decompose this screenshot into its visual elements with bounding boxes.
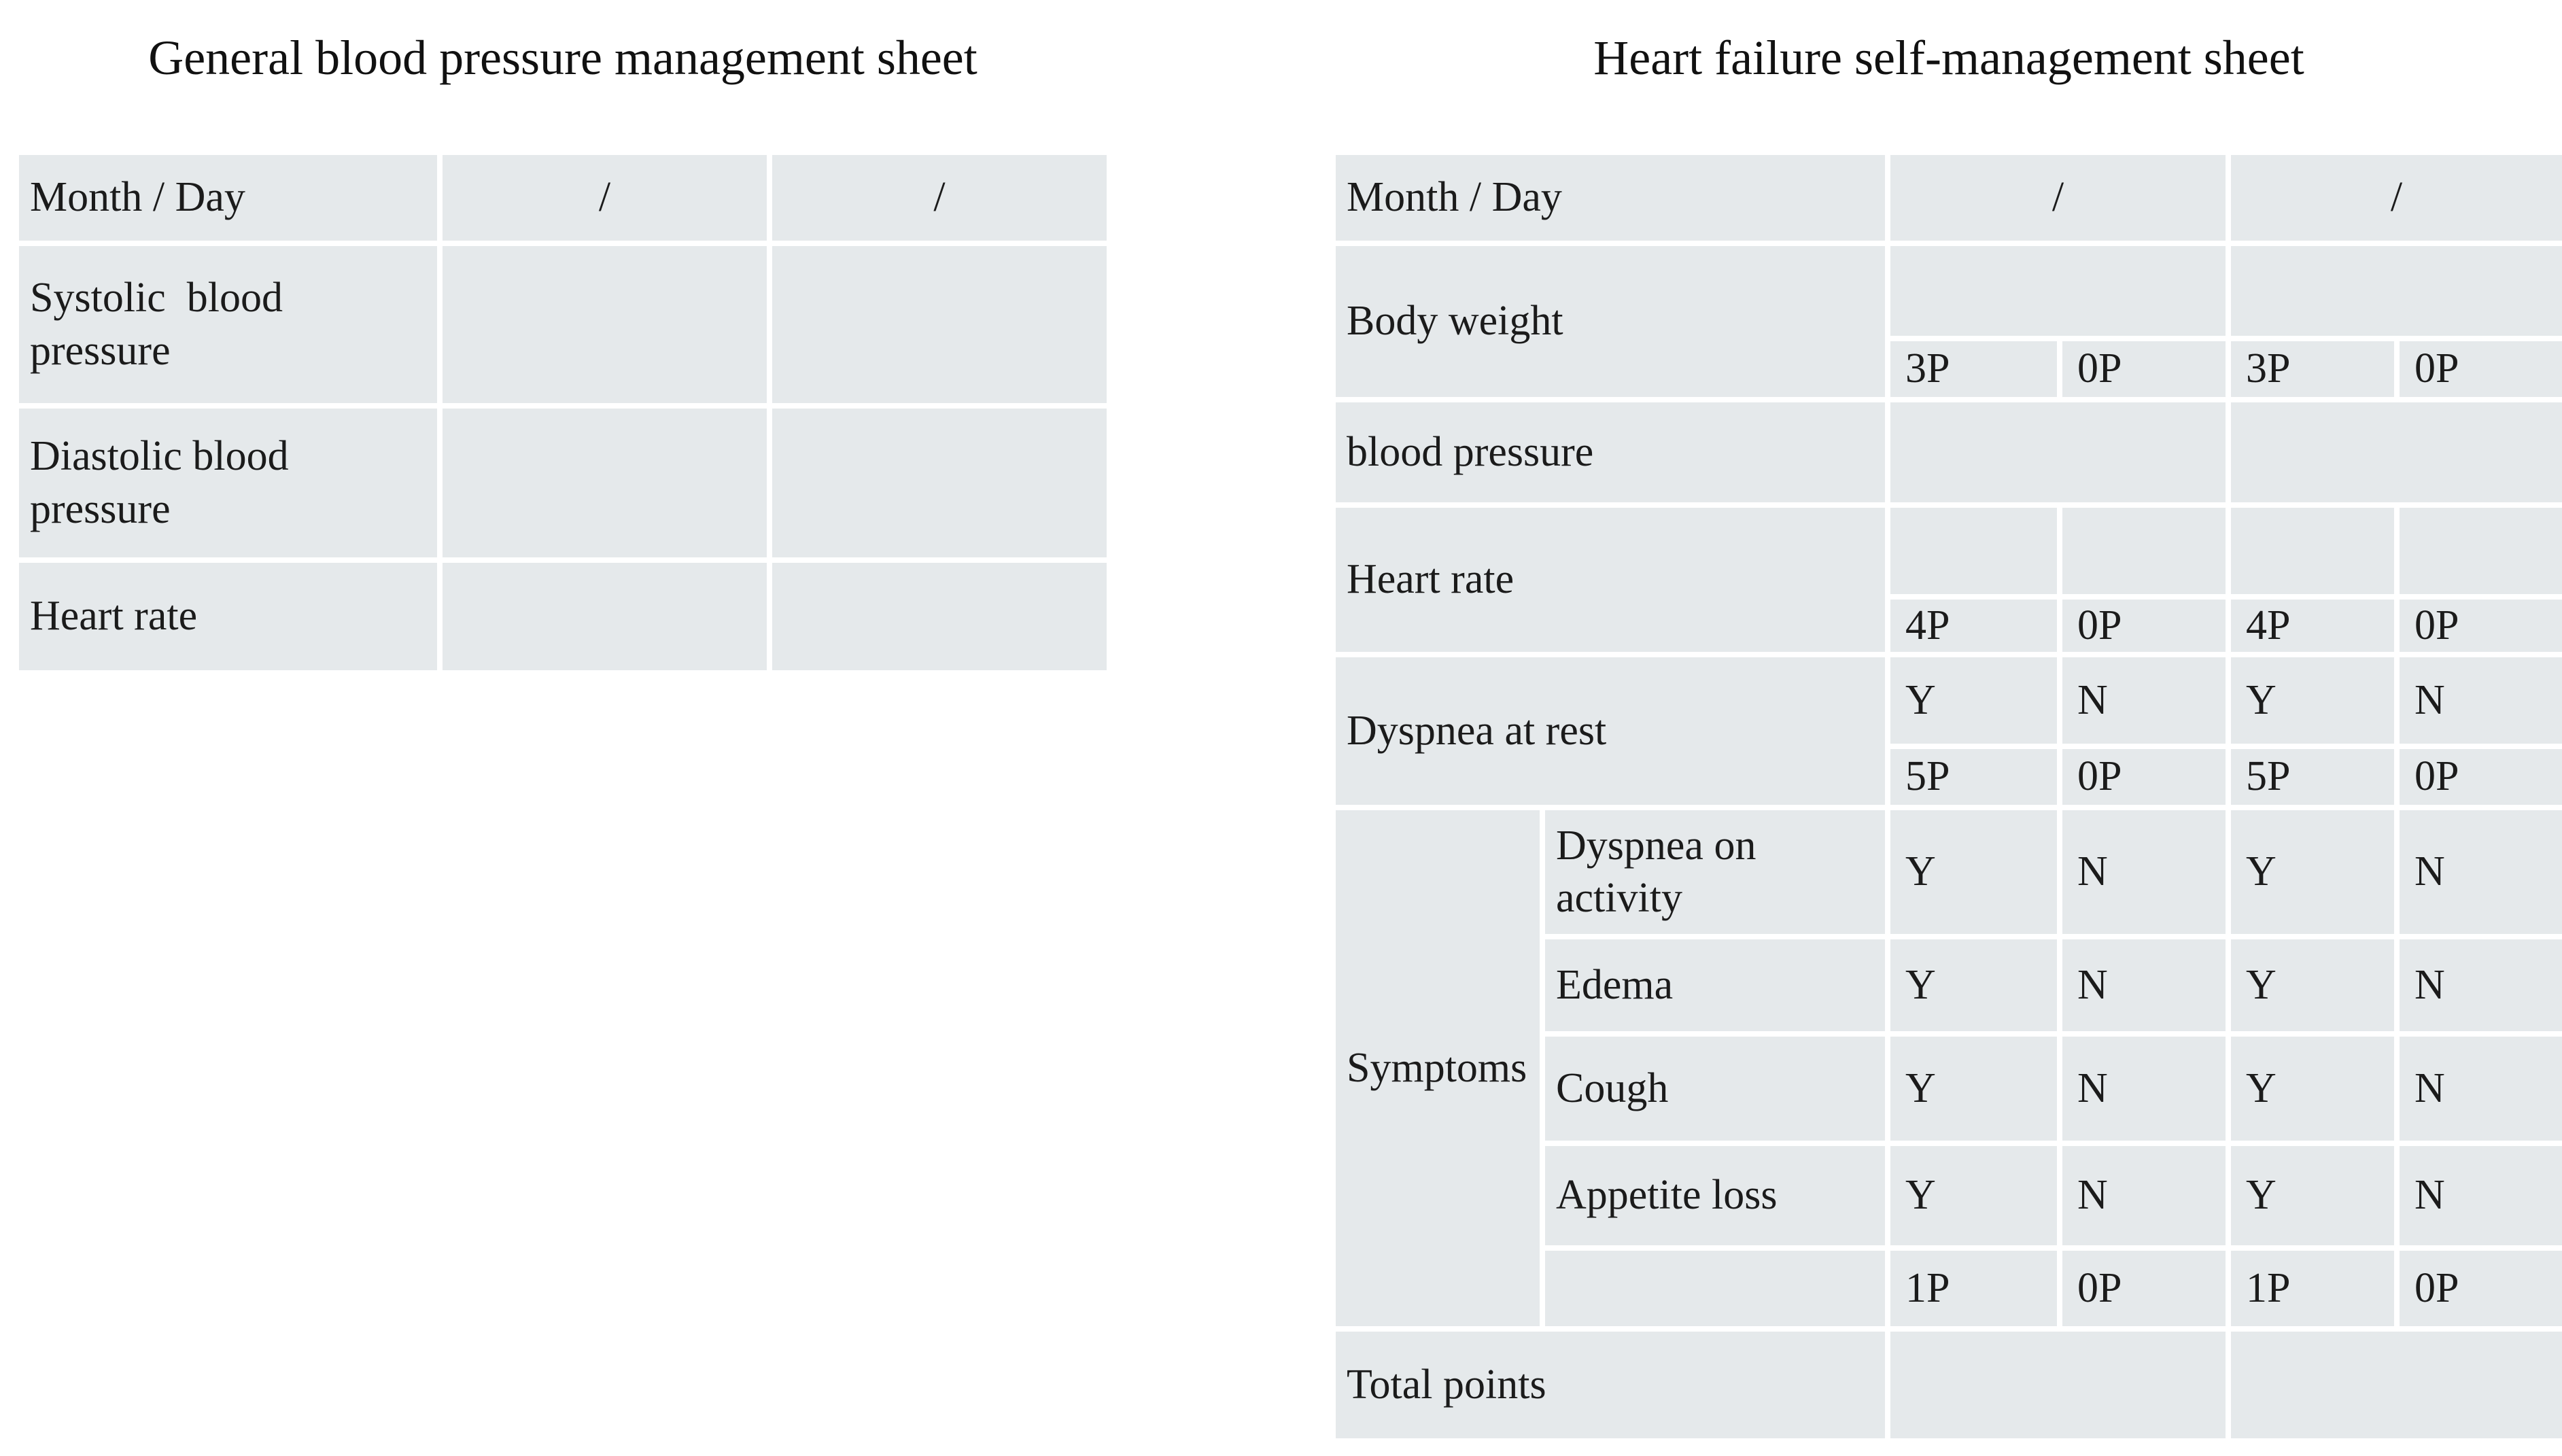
cell-edema-yn-4: N (2400, 939, 2562, 1031)
cell-appetite-yn-3: Y (2231, 1146, 2394, 1245)
cell-dyspnea-activity-label: Dyspnea on activity (1545, 810, 1885, 934)
left-sheet-title: General blood pressure management sheet (148, 31, 977, 85)
cell-heartrate-blank-3 (2231, 508, 2394, 594)
cell-hf-monthday-label: Month / Day (1336, 155, 1885, 241)
general-bp-table: Month / Day / / Systolic blood pressure … (19, 155, 1107, 670)
cell-dyspnea-activity-yn-1: Y (1890, 810, 2057, 934)
cell-bodyweight-points-3: 3P (2231, 341, 2394, 397)
cell-bodyweight-day1-blank (1890, 246, 2226, 336)
cell-symptoms-points-blank (1545, 1251, 1885, 1326)
cell-diastolic-day1-blank (443, 409, 767, 557)
cell-bodyweight-points-4: 0P (2400, 341, 2562, 397)
cell-dyspnea-rest-points-4: 0P (2400, 749, 2562, 805)
cell-diastolic-day2-blank (772, 409, 1107, 557)
cell-dyspnea-rest-points-2: 0P (2062, 749, 2226, 805)
cell-bodyweight-label: Body weight (1336, 246, 1885, 397)
cell-edema-yn-1: Y (1890, 939, 2057, 1031)
cell-cough-yn-2: N (2062, 1037, 2226, 1141)
cell-heartrate-blank-4 (2400, 508, 2562, 594)
cell-heartrate-day1-blank (443, 563, 767, 670)
cell-bodyweight-points-2: 0P (2062, 341, 2226, 397)
cell-dyspnea-rest-yn-4: N (2400, 657, 2562, 744)
cell-cough-label: Cough (1545, 1037, 1885, 1141)
cell-monthday-day1-slash: / (443, 155, 767, 241)
cell-totalpoints-day1-blank (1890, 1332, 2226, 1438)
cell-heartrate-points-4: 0P (2400, 600, 2562, 652)
cell-cough-yn-4: N (2400, 1037, 2562, 1141)
cell-symptoms-label: Symptoms (1336, 810, 1540, 1326)
cell-heartrate-points-1: 4P (1890, 600, 2057, 652)
cell-monthday-day2-slash: / (772, 155, 1107, 241)
cell-appetite-yn-4: N (2400, 1146, 2562, 1245)
cell-totalpoints-label: Total points (1336, 1332, 1885, 1438)
cell-cough-yn-3: Y (2231, 1037, 2394, 1141)
cell-edema-yn-2: N (2062, 939, 2226, 1031)
cell-symptoms-points-4: 0P (2400, 1251, 2562, 1326)
cell-heartrate-label: Heart rate (19, 563, 437, 670)
cell-dyspnea-rest-yn-2: N (2062, 657, 2226, 744)
cell-heartrate-points-2: 0P (2062, 600, 2226, 652)
cell-heartrate-blank-2 (2062, 508, 2226, 594)
cell-diastolic-label: Diastolic blood pressure (19, 409, 437, 557)
cell-dyspnea-rest-points-3: 5P (2231, 749, 2394, 805)
cell-dyspnea-rest-points-1: 5P (1890, 749, 2057, 805)
cell-dyspnea-rest-yn-3: Y (2231, 657, 2394, 744)
cell-bloodpressure-label: blood pressure (1336, 402, 1885, 502)
cell-edema-yn-3: Y (2231, 939, 2394, 1031)
cell-dyspnea-activity-yn-4: N (2400, 810, 2562, 934)
cell-monthday-label: Month / Day (19, 155, 437, 241)
cell-heartrate-points-3: 4P (2231, 600, 2394, 652)
cell-hf-monthday-day2-slash: / (2231, 155, 2562, 241)
cell-symptoms-points-3: 1P (2231, 1251, 2394, 1326)
cell-bloodpressure-day1-blank (1890, 402, 2226, 502)
cell-symptoms-points-2: 0P (2062, 1251, 2226, 1326)
cell-dyspnea-activity-yn-3: Y (2231, 810, 2394, 934)
cell-appetite-yn-2: N (2062, 1146, 2226, 1245)
heart-failure-table: Month / Day / / Body weight 3P 0P 3P 0P … (1336, 155, 2562, 1438)
cell-cough-yn-1: Y (1890, 1037, 2057, 1141)
cell-systolic-day2-blank (772, 246, 1107, 403)
cell-heartrate-blank-1 (1890, 508, 2057, 594)
cell-hf-monthday-day1-slash: / (1890, 155, 2226, 241)
cell-dyspnea-rest-label: Dyspnea at rest (1336, 657, 1885, 805)
cell-systolic-day1-blank (443, 246, 767, 403)
cell-systolic-label: Systolic blood pressure (19, 246, 437, 403)
cell-dyspnea-activity-yn-2: N (2062, 810, 2226, 934)
cell-edema-label: Edema (1545, 939, 1885, 1031)
cell-bloodpressure-day2-blank (2231, 402, 2562, 502)
cell-symptoms-points-1: 1P (1890, 1251, 2057, 1326)
cell-dyspnea-rest-yn-1: Y (1890, 657, 2057, 744)
cell-hf-heartrate-label: Heart rate (1336, 508, 1885, 652)
cell-bodyweight-points-1: 3P (1890, 341, 2057, 397)
right-sheet-title: Heart failure self-management sheet (1593, 31, 2304, 85)
cell-bodyweight-day2-blank (2231, 246, 2562, 336)
cell-appetite-label: Appetite loss (1545, 1146, 1885, 1245)
cell-totalpoints-day2-blank (2231, 1332, 2562, 1438)
cell-heartrate-day2-blank (772, 563, 1107, 670)
cell-appetite-yn-1: Y (1890, 1146, 2057, 1245)
